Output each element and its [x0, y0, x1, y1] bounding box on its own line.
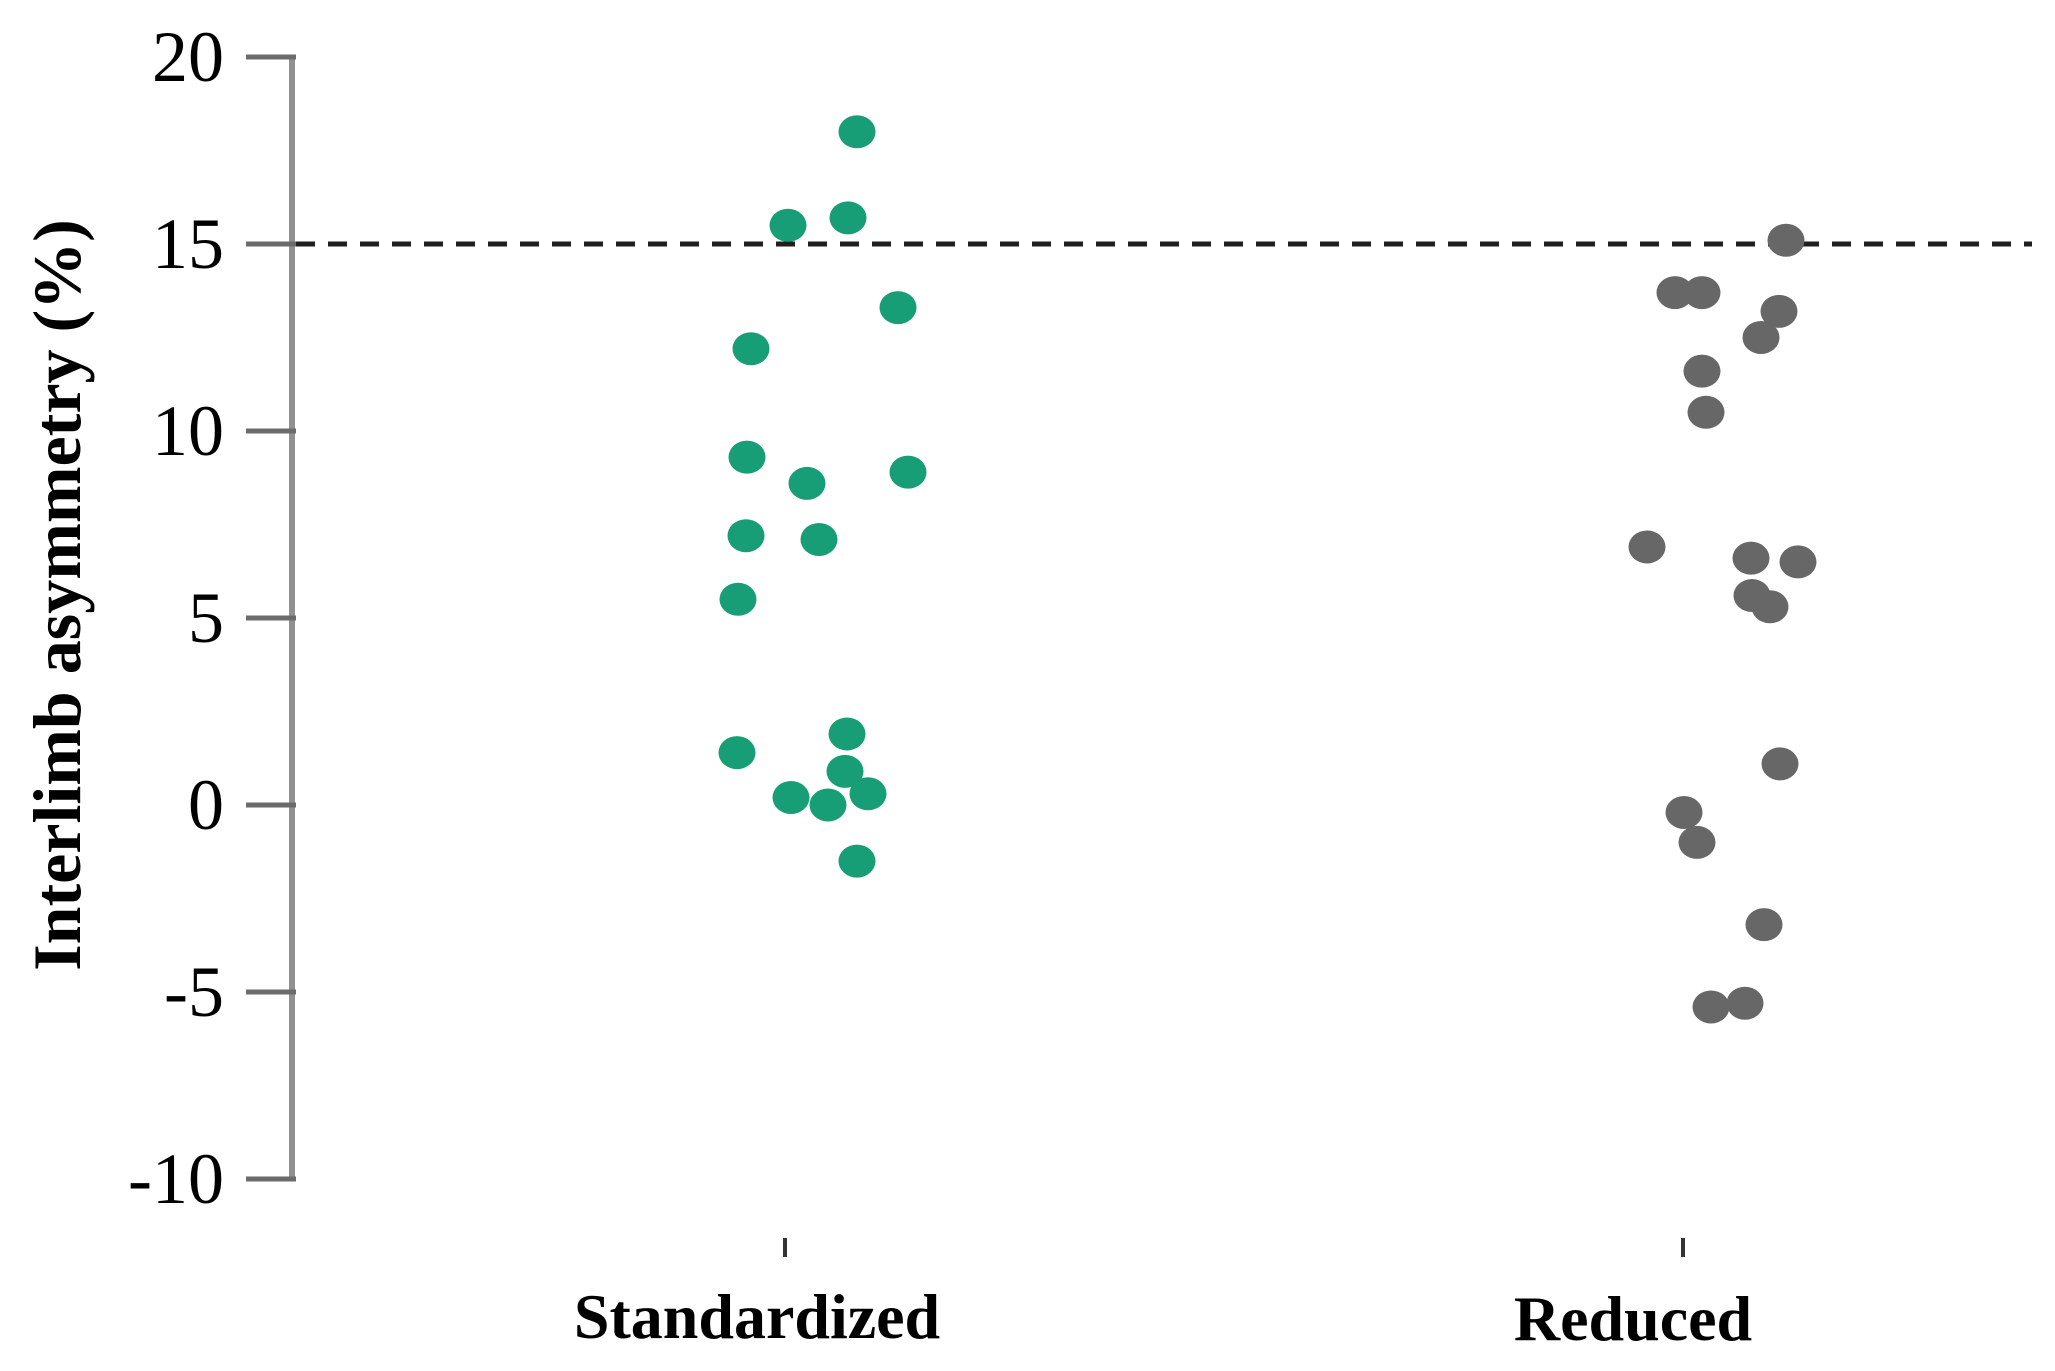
data-point-standardized: [732, 332, 770, 366]
data-point-standardized: [889, 455, 927, 489]
data-point-reduced: [1683, 354, 1721, 388]
y-tick-label: 0: [188, 765, 224, 845]
data-point-reduced: [1628, 530, 1666, 564]
data-point-standardized: [727, 519, 765, 553]
y-tick-label: 5: [188, 578, 224, 658]
y-tick-label: -5: [164, 952, 224, 1032]
y-tick-label: 20: [152, 17, 224, 97]
data-point-standardized: [772, 781, 810, 815]
data-point-reduced: [1692, 990, 1730, 1024]
standardized-points-group: [718, 115, 927, 878]
data-point-reduced: [1687, 395, 1725, 429]
data-point-standardized: [828, 717, 866, 751]
data-point-reduced: [1745, 908, 1783, 942]
data-point-standardized: [829, 201, 867, 235]
x-axis: [783, 1238, 1685, 1257]
data-point-standardized: [879, 291, 917, 325]
x-label-standardized: Standardized: [574, 1281, 940, 1352]
y-axis: 20 15 10 5 0 -5 -10: [128, 17, 296, 1219]
data-point-standardized: [788, 466, 826, 500]
data-point-reduced: [1767, 223, 1805, 257]
data-point-standardized: [809, 788, 847, 822]
data-point-reduced: [1726, 986, 1764, 1020]
data-point-standardized: [800, 522, 838, 556]
data-point-standardized: [838, 115, 876, 149]
data-point-reduced: [1760, 294, 1798, 328]
data-point-reduced: [1665, 795, 1703, 829]
data-point-standardized: [826, 754, 864, 788]
data-point-reduced: [1678, 825, 1716, 859]
y-tick-label: 10: [152, 391, 224, 471]
reduced-points-group: [1628, 223, 1817, 1024]
data-point-reduced: [1751, 590, 1789, 624]
data-point-reduced: [1683, 276, 1721, 310]
data-point-reduced: [1742, 321, 1780, 354]
y-tick-label: -10: [128, 1139, 224, 1219]
data-point-standardized: [849, 777, 887, 811]
y-tick-label: 15: [152, 204, 224, 284]
data-point-standardized: [838, 844, 876, 878]
data-point-reduced: [1779, 545, 1817, 579]
data-point-standardized: [718, 736, 756, 770]
data-point-reduced: [1656, 276, 1694, 310]
data-point-standardized: [769, 208, 807, 242]
data-point-reduced: [1761, 747, 1799, 781]
data-point-reduced: [1732, 541, 1770, 575]
data-point-standardized: [719, 582, 757, 616]
data-point-standardized: [728, 440, 766, 474]
x-label-reduced: Reduced: [1514, 1283, 1752, 1354]
y-axis-title: Interlimb asymmetry (%): [19, 219, 95, 971]
